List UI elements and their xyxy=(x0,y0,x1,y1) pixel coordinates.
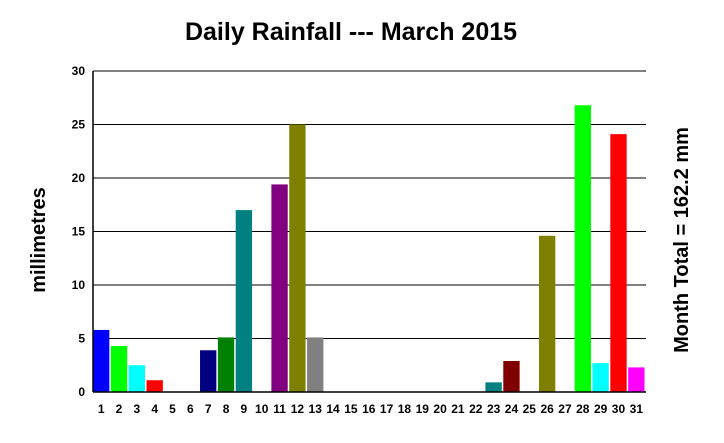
bar-day-26 xyxy=(538,235,556,392)
y-tick-label: 10 xyxy=(72,278,86,292)
y-tick-label: 25 xyxy=(72,118,86,132)
y-tick-label: 5 xyxy=(78,332,85,346)
bar-day-24 xyxy=(503,360,520,392)
bar-day-9 xyxy=(235,210,253,392)
bar-day-13 xyxy=(307,337,324,392)
x-tick-label: 29 xyxy=(594,402,608,416)
bar-day-3 xyxy=(128,365,146,392)
x-tick-label: 6 xyxy=(187,402,194,416)
x-tick-label: 14 xyxy=(326,402,340,416)
x-tick-label: 19 xyxy=(416,402,430,416)
y-tick-label: 30 xyxy=(72,64,86,78)
x-tick-label: 22 xyxy=(469,402,483,416)
x-tick-label: 30 xyxy=(612,402,626,416)
bar-day-12 xyxy=(289,124,306,392)
x-tick-label: 2 xyxy=(116,402,123,416)
x-tick-label: 12 xyxy=(291,402,305,416)
y-axis-label: millimetres xyxy=(28,187,50,293)
bar-day-23 xyxy=(485,382,502,392)
month-total-label: Month Total = 162.2 mm xyxy=(671,127,693,353)
x-tick-label: 27 xyxy=(558,402,572,416)
y-tick-label: 20 xyxy=(72,171,86,185)
bar-day-11 xyxy=(271,184,288,392)
x-tick-label: 7 xyxy=(205,402,212,416)
x-tick-label: 13 xyxy=(309,402,323,416)
x-tick-label: 18 xyxy=(398,402,412,416)
x-tick-label: 23 xyxy=(487,402,501,416)
x-tick-label: 21 xyxy=(451,402,465,416)
x-tick-label: 17 xyxy=(380,402,394,416)
x-tick-label: 31 xyxy=(630,402,644,416)
x-tick-label: 3 xyxy=(134,402,141,416)
bar-day-8 xyxy=(217,337,235,392)
x-tick-label: 26 xyxy=(540,402,554,416)
bar-day-28 xyxy=(574,105,591,393)
bar-day-29 xyxy=(592,363,609,392)
x-tick-label: 10 xyxy=(255,402,269,416)
x-tick-label: 16 xyxy=(362,402,376,416)
x-tick-label: 28 xyxy=(576,402,590,416)
bar-day-31 xyxy=(628,367,645,392)
x-tick-label: 9 xyxy=(241,402,248,416)
bar-day-7 xyxy=(200,350,217,392)
x-tick-label: 15 xyxy=(344,402,358,416)
x-tick-label: 4 xyxy=(151,402,158,416)
axis-layer xyxy=(92,71,646,393)
x-tick-label: 8 xyxy=(223,402,230,416)
y-tick-labels: 0 5 10 15 20 25 30 xyxy=(72,64,86,399)
x-tick-label: 11 xyxy=(273,402,286,416)
bars-layer xyxy=(93,105,645,393)
y-tick-label: 0 xyxy=(78,385,85,399)
x-tick-label: 5 xyxy=(169,402,176,416)
grid-layer xyxy=(93,70,646,339)
x-tick-label: 20 xyxy=(433,402,447,416)
x-tick-label: 25 xyxy=(523,402,537,416)
bar-day-1 xyxy=(93,329,110,392)
chart-title: Daily Rainfall --- March 2015 xyxy=(185,18,517,46)
bar-day-4 xyxy=(146,380,163,392)
bar-day-2 xyxy=(110,345,128,392)
x-tick-label: 24 xyxy=(505,402,519,416)
bar-day-30 xyxy=(610,134,627,392)
y-tick-label: 15 xyxy=(72,225,86,239)
x-tick-label: 1 xyxy=(98,402,105,416)
x-tick-labels: 1 2 3 4 5 6 7 8 9 10 11 12 13 14 15 16 17 18 19 20 21 22 23 24 2… xyxy=(98,402,643,416)
